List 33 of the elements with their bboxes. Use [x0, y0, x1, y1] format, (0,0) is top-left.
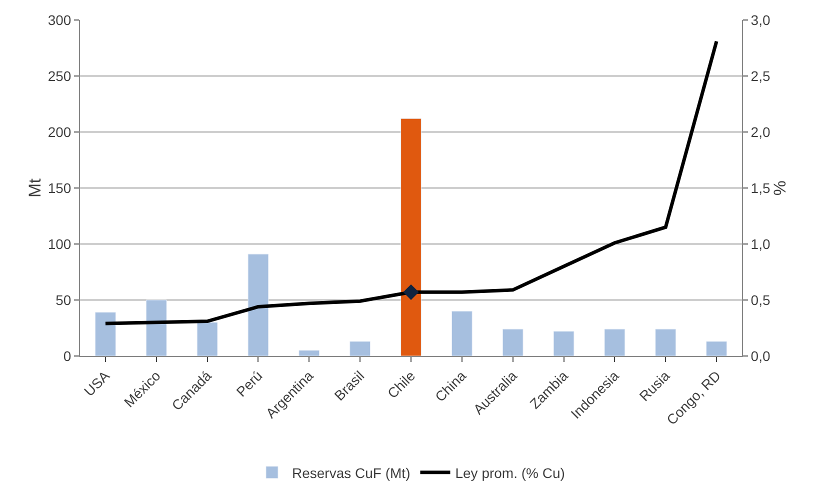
bar — [95, 312, 116, 356]
bar — [298, 350, 320, 356]
y2-tick-label: 0,0 — [750, 348, 770, 364]
y2-axis-title: % — [770, 180, 790, 196]
y-tick-label: 0 — [63, 348, 72, 364]
bar — [502, 328, 524, 356]
bar — [655, 328, 676, 356]
legend-label: Ley prom. (% Cu) — [455, 464, 565, 481]
bar — [248, 254, 269, 356]
y-tick-label: 300 — [48, 12, 72, 28]
bar — [146, 300, 167, 356]
y2-tick-label: 1,0 — [750, 236, 770, 252]
legend-label: Reservas CuF (Mt) — [292, 464, 410, 481]
y-tick-label: 100 — [48, 236, 72, 252]
bar — [553, 331, 574, 356]
bar — [196, 322, 218, 356]
y2-tick-label: 0,5 — [750, 292, 770, 308]
bar — [604, 328, 626, 356]
y-tick-label: 50 — [56, 292, 72, 308]
x-tick-label: USA — [80, 367, 113, 400]
bar — [350, 341, 371, 356]
y-tick-label: 200 — [48, 124, 72, 140]
line-series — [104, 40, 718, 326]
y2-tick-label: 3,0 — [750, 12, 770, 28]
y-tick-label: 150 — [48, 180, 72, 196]
y-axis-title: Mt — [25, 178, 44, 198]
y2-tick-label: 2,0 — [750, 124, 770, 140]
bar — [451, 310, 472, 356]
bar — [706, 341, 727, 356]
y2-tick-label: 2,5 — [750, 68, 770, 84]
bar — [400, 118, 422, 356]
y2-tick-label: 1,5 — [750, 180, 770, 196]
y-tick-label: 250 — [48, 68, 72, 84]
